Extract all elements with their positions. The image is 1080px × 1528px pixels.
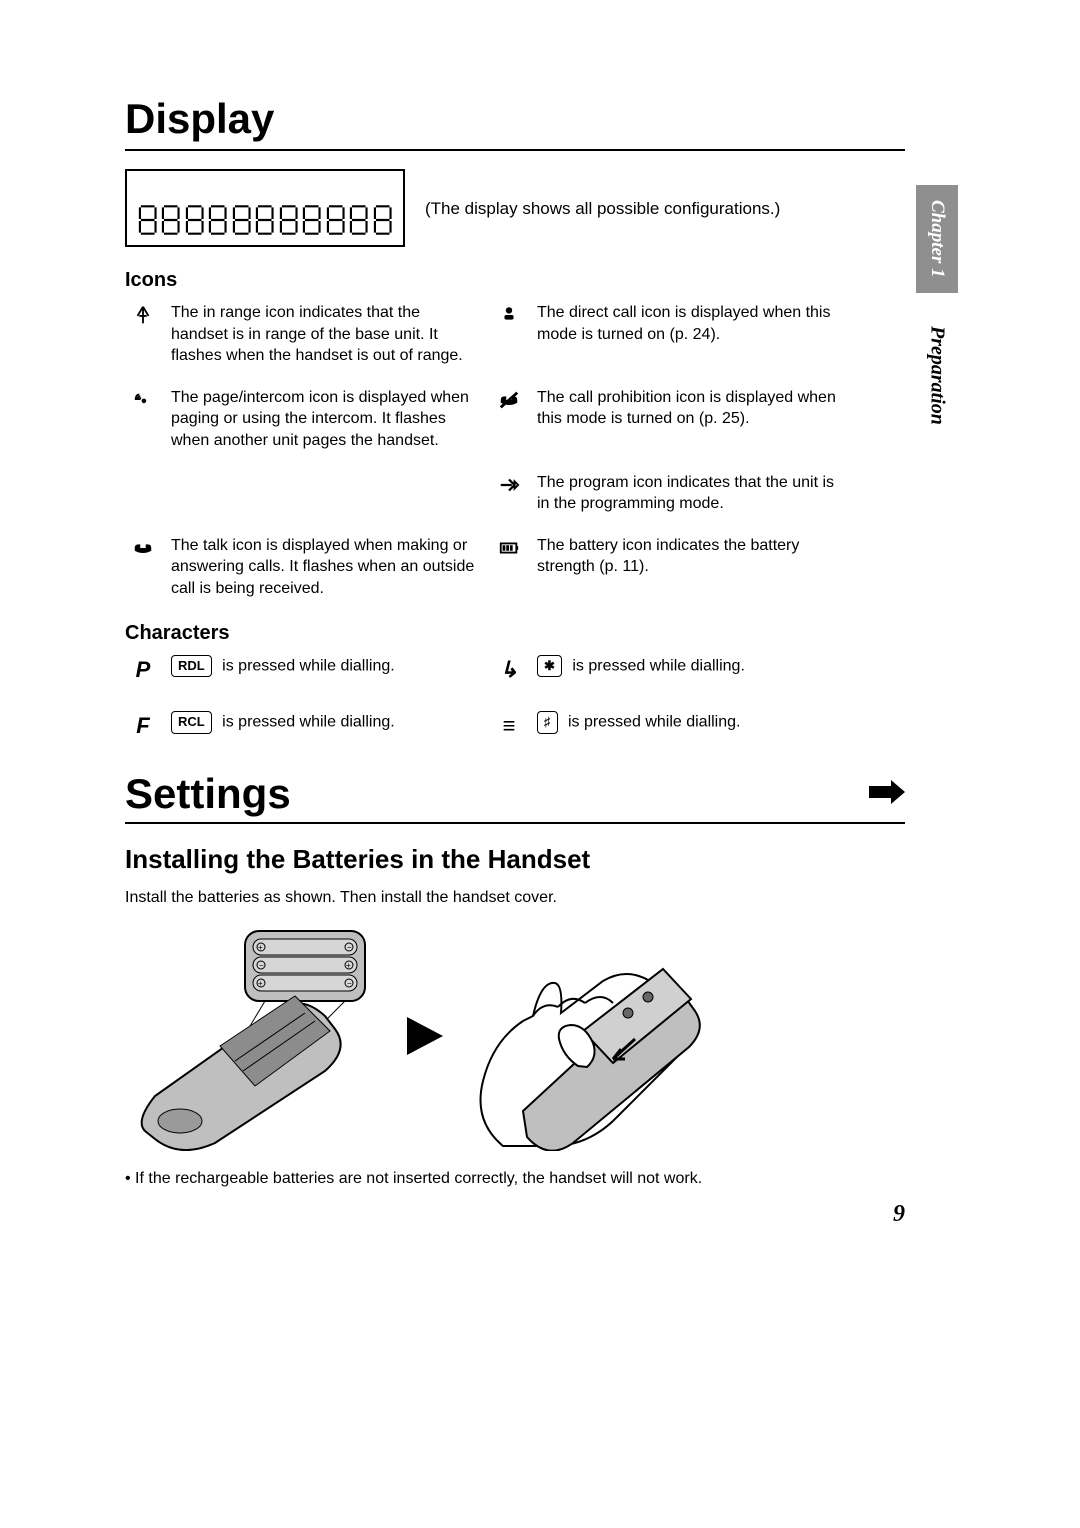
hash-text: is pressed while dialling. <box>564 714 741 731</box>
icon-desc-antenna: The in range icon indicates that the han… <box>171 302 481 367</box>
svg-text:−: − <box>259 961 264 970</box>
svg-text:+: + <box>258 979 263 988</box>
svg-text:−: − <box>347 943 352 952</box>
lcd-segments <box>137 203 393 237</box>
illustration-row: + − − + + − <box>125 921 905 1156</box>
sidetab-chapter-label: Chapter 1 <box>926 200 948 278</box>
settings-heading-row: Settings <box>125 770 905 824</box>
heading-settings: Settings <box>125 770 291 818</box>
intercom-icon <box>125 387 161 452</box>
rdl-key: RDL <box>171 655 212 677</box>
heading-display: Display <box>125 95 905 151</box>
icon-desc-talk: The talk icon is displayed when making o… <box>171 535 481 600</box>
antenna-icon <box>125 302 161 367</box>
svg-text:+: + <box>346 961 351 970</box>
rcl-key: RCL <box>171 711 212 733</box>
sidetab-section-label: Preparation <box>926 326 949 425</box>
icon-desc-program: The program icon indicates that the unit… <box>537 472 847 515</box>
hash-key: ♯ <box>537 711 558 733</box>
battery-icon <box>491 535 527 600</box>
display-row: (The display shows all possible configur… <box>125 169 905 247</box>
subhead-icons: Icons <box>125 269 905 292</box>
sidetab-section: Preparation <box>916 300 958 450</box>
talk-icon <box>125 535 161 600</box>
subhead-characters: Characters <box>125 622 905 645</box>
page-content: Display <box>125 95 905 1188</box>
page-number: 9 <box>893 1201 905 1228</box>
program-icon <box>491 472 527 515</box>
char-p-symbol: P <box>125 655 161 686</box>
svg-text:+: + <box>258 943 263 952</box>
direct-call-icon <box>491 302 527 367</box>
install-text: Install the batteries as shown. Then ins… <box>125 889 905 907</box>
prohibit-icon <box>491 387 527 452</box>
icon-desc-direct: The direct call icon is displayed when t… <box>537 302 847 367</box>
icons-grid: The in range icon indicates that the han… <box>125 302 905 600</box>
star-text: is pressed while dialling. <box>568 657 745 674</box>
display-caption: (The display shows all possible configur… <box>425 199 780 219</box>
char-bars-symbol: ≡ <box>491 711 527 742</box>
icon-desc-prohibit: The call prohibition icon is displayed w… <box>537 387 847 452</box>
rcl-text: is pressed while dialling. <box>218 714 395 731</box>
char-hook-symbol: ↳ <box>491 655 527 686</box>
rdl-text: is pressed while dialling. <box>218 657 395 674</box>
icon-desc-battery: The battery icon indicates the battery s… <box>537 535 847 600</box>
char-hash-desc: ♯ is pressed while dialling. <box>537 711 847 742</box>
step-arrow-icon <box>401 1013 447 1064</box>
char-star-desc: ✱ is pressed while dialling. <box>537 655 847 686</box>
star-key: ✱ <box>537 655 562 677</box>
characters-grid: P RDL is pressed while dialling. ↳ ✱ is … <box>125 655 905 743</box>
continue-arrow-icon <box>869 778 905 811</box>
illustration-batteries: + − − + + − <box>125 921 385 1156</box>
char-rcl-desc: RCL is pressed while dialling. <box>171 711 481 742</box>
note-text: • If the rechargeable batteries are not … <box>125 1170 905 1188</box>
sidetab-chapter: Chapter 1 <box>916 185 958 293</box>
illustration-cover <box>463 921 723 1156</box>
char-rdl-desc: RDL is pressed while dialling. <box>171 655 481 686</box>
char-f-symbol: F <box>125 711 161 742</box>
heading-install: Installing the Batteries in the Handset <box>125 844 905 875</box>
lcd-box <box>125 169 405 247</box>
icon-desc-intercom: The page/intercom icon is displayed when… <box>171 387 481 452</box>
lcd-icon-row <box>137 179 393 199</box>
svg-text:−: − <box>347 979 352 988</box>
